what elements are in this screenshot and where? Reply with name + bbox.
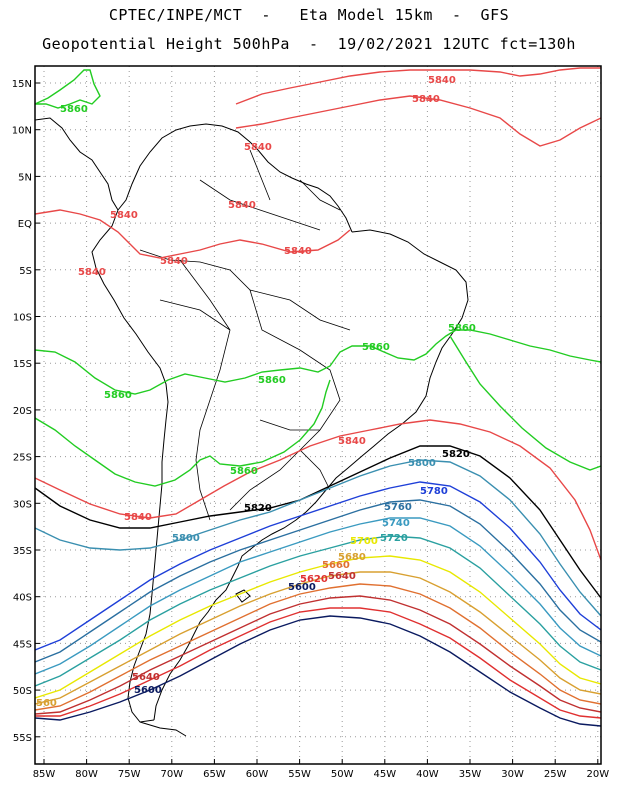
contour-5840-upper <box>235 95 601 147</box>
label-5720: 5720 <box>380 533 408 544</box>
lat-label: EQ <box>18 219 32 230</box>
label-5860-a: 5860 <box>60 104 88 115</box>
label-5640-a: 5640 <box>328 571 356 582</box>
label-5700: 5700 <box>350 536 378 547</box>
label-5860-e: 5860 <box>448 323 476 334</box>
label-5860-d: 5860 <box>362 342 390 353</box>
lon-label: 30W <box>501 769 524 780</box>
longitude-labels: 85W 80W 75W 70W 65W 60W 55W 50W 45W 40W 35W 30W 25W 2… <box>33 759 609 780</box>
lon-label: 60W <box>246 769 269 780</box>
label-5840-b: 5840 <box>412 94 440 105</box>
label-5840-c: 5840 <box>244 142 272 153</box>
latitude-labels: 15N 10N 5N EQ 5S 10S 15S 20S 25S 30S 35S 40S 45S 50S 5… <box>12 79 40 744</box>
label-5780: 5780 <box>420 486 448 497</box>
contour-5840-equatorial <box>35 209 351 259</box>
label-5840-h: 5840 <box>284 246 312 257</box>
label-5840-d: 5840 <box>228 200 256 211</box>
lon-label: 80W <box>75 769 98 780</box>
label-5740: 5740 <box>382 518 410 529</box>
lat-label: 20S <box>13 406 32 417</box>
lon-label: 50W <box>331 769 354 780</box>
lat-label: 35S <box>13 546 32 557</box>
label-5800-b: 5800 <box>172 533 200 544</box>
contour-5860-south <box>35 379 331 487</box>
contour-5740 <box>35 517 601 675</box>
map-frame <box>34 65 602 765</box>
contour-5860-north <box>35 69 101 109</box>
coast-falklands <box>235 589 251 603</box>
title-line-1: CPTEC/INPE/MCT - Eta Model 15km - GFS <box>108 6 510 24</box>
lat-label: 15S <box>13 359 32 370</box>
contour-labels: 5860 5860 5860 5860 5860 5860 5840 5840 … <box>36 75 476 709</box>
contour-5600 <box>35 615 601 727</box>
contour-5660 <box>35 583 601 711</box>
lon-label: 40W <box>416 769 439 780</box>
label-5660: 5660 <box>322 560 350 571</box>
coast-tierra-del-fuego <box>139 721 187 737</box>
coastlines <box>35 117 469 737</box>
contour-5760 <box>35 499 601 663</box>
lat-label: 30S <box>13 499 32 510</box>
lat-label: 10S <box>13 313 32 324</box>
label-5620: 5620 <box>300 574 328 585</box>
contour-5860-east <box>449 335 601 471</box>
contour-5780 <box>35 481 601 651</box>
label-5840-f: 5840 <box>78 267 106 278</box>
lon-label: 25W <box>544 769 567 780</box>
label-5860-f: 5860 <box>230 466 258 477</box>
label-5680: 5680 <box>338 552 366 563</box>
lat-label: 40S <box>13 593 32 604</box>
label-5860-b: 5860 <box>104 390 132 401</box>
lat-label: 25S <box>13 453 32 464</box>
lat-label: 15N <box>12 79 32 90</box>
lon-label: 85W <box>33 769 56 780</box>
label-5820-a: 5820 <box>442 449 470 460</box>
lon-label: 45W <box>373 769 396 780</box>
height-contours <box>35 67 601 727</box>
label-5600-b: 5600 <box>134 685 162 696</box>
lat-label: 10N <box>12 126 32 137</box>
label-5760: 5760 <box>384 502 412 513</box>
coast-south-america-east <box>153 229 469 721</box>
lon-label: 20W <box>586 769 609 780</box>
contour-5700 <box>35 555 601 699</box>
contour-5720 <box>35 535 601 687</box>
lon-label: 35W <box>459 769 482 780</box>
coast-central-america <box>35 117 119 211</box>
lon-label: 70W <box>160 769 183 780</box>
contour-5620 <box>35 607 601 719</box>
contour-5680 <box>35 571 601 705</box>
label-5800-a: 5800 <box>408 458 436 469</box>
coast-south-america-west <box>91 209 169 723</box>
contour-5640 <box>35 595 601 715</box>
label-5600-a: 5600 <box>288 582 316 593</box>
label-5840-a: 5840 <box>428 75 456 86</box>
contour-5840-top <box>235 67 601 105</box>
lat-label: 45S <box>13 639 32 650</box>
lat-label: 5S <box>19 266 32 277</box>
lat-label: 50S <box>13 686 32 697</box>
lat-label: 55S <box>13 733 32 744</box>
lon-label: 55W <box>288 769 311 780</box>
label-edge-560: 560 <box>36 698 57 709</box>
contour-5800 <box>35 459 601 617</box>
coast-caribbean <box>117 123 353 233</box>
lon-label: 65W <box>203 769 226 780</box>
lat-label: 5N <box>18 172 32 183</box>
label-5860-c: 5860 <box>258 375 286 386</box>
contour-5820 <box>35 445 601 599</box>
label-5840-e: 5840 <box>110 210 138 221</box>
lon-label: 75W <box>118 769 141 780</box>
label-5640-b: 5640 <box>132 672 160 683</box>
contour-5860-central <box>35 329 601 395</box>
label-5840-i: 5840 <box>338 436 366 447</box>
borders <box>139 149 351 521</box>
label-5820-b: 5820 <box>244 503 272 514</box>
label-5840-g: 5840 <box>160 256 188 267</box>
title-line-2: Geopotential Height 500hPa - 19/02/2021 … <box>42 35 576 53</box>
contour-5840-south <box>35 419 601 561</box>
label-5840-j: 5840 <box>124 512 152 523</box>
